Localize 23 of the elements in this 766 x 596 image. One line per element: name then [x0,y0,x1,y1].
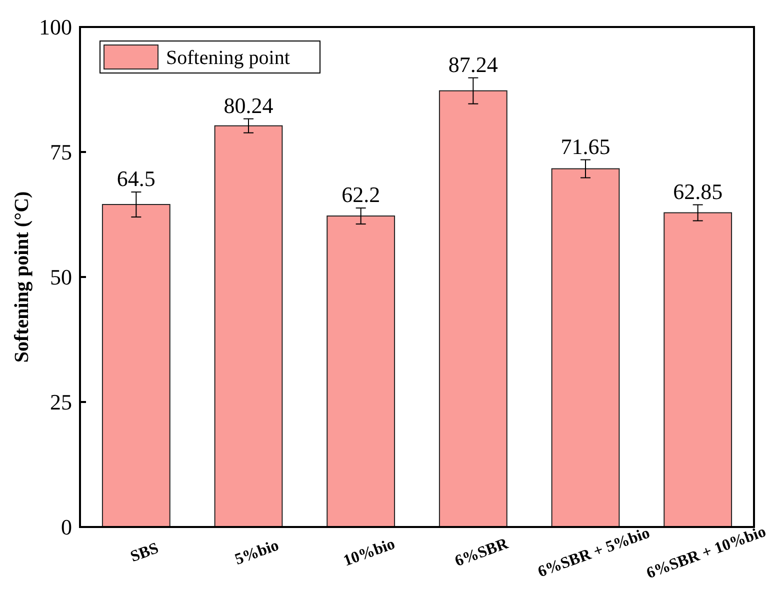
y-tick-label: 25 [50,390,72,415]
data-label: 64.5 [116,166,156,191]
data-label: 62.2 [342,182,380,207]
x-tick-label: 6%SBR [452,535,511,570]
bar [438,90,508,528]
bar [214,125,283,528]
y-axis-title: Softening point (°C) [11,191,33,363]
legend-label: Softening point [166,47,290,69]
y-tick-label: 100 [39,14,72,40]
x-tick-label: 5%bio [232,537,282,569]
data-label: 80.24 [224,92,274,118]
bar [664,212,732,528]
x-tick-label: 10%bio [341,536,398,570]
bar [326,216,396,528]
y-tick-label: 75 [50,140,72,165]
y-tick-label: 50 [50,264,72,290]
data-label: 87.24 [448,52,498,77]
x-tick-label: SBS [128,540,162,566]
data-label: 62.85 [673,178,723,204]
bar [551,168,620,528]
y-tick-label: 0 [61,514,72,540]
data-label: 71.65 [560,134,610,159]
bar [102,204,170,528]
